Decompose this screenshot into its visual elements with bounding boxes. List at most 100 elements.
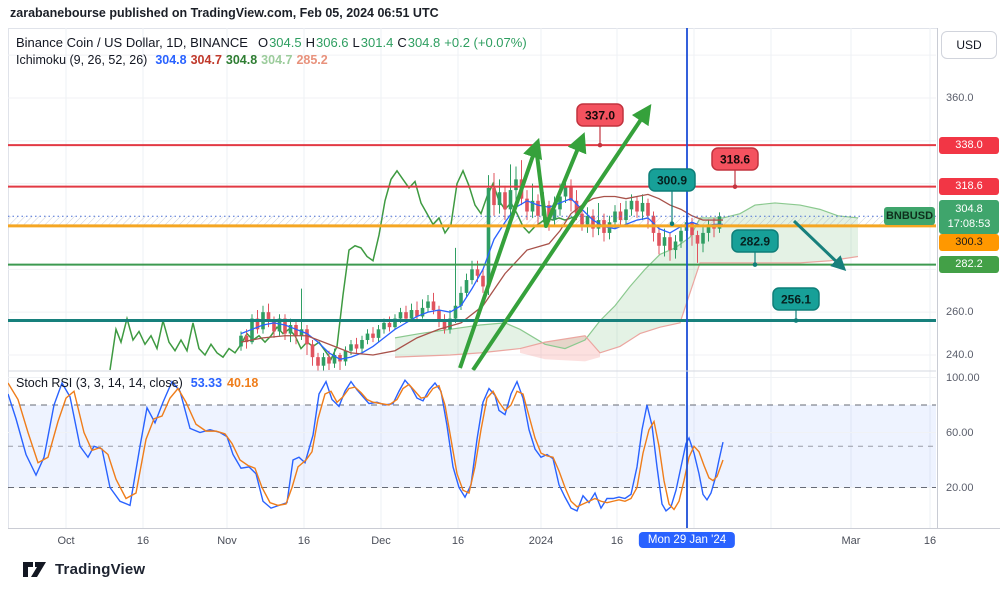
symbol-price-badge: BNBUSD: [884, 207, 935, 226]
attribution-text: zarabanebourse published on TradingView.…: [10, 6, 439, 20]
candle: [255, 318, 260, 330]
price-tick: 360.0: [946, 92, 974, 104]
stoch-k-line: [8, 379, 724, 512]
time-axis-label: 16: [297, 535, 311, 547]
candle: [629, 200, 634, 210]
kijun-line: [240, 193, 723, 356]
candle: [679, 230, 683, 242]
price-bubble: [731, 229, 779, 253]
chart-frame: [8, 28, 1000, 552]
time-axis-label: 16: [136, 535, 150, 547]
candle: [662, 237, 667, 246]
candle: [277, 318, 282, 332]
highlighted-date-badge: Mon 29 Jan '24: [638, 532, 736, 548]
trend-arrows: [458, 104, 847, 372]
time-axis-label: Nov: [217, 535, 237, 547]
candle: [563, 185, 568, 197]
price-axis-badge: 304.8 17:08:53: [939, 200, 999, 235]
candle: [442, 320, 447, 330]
candle: [294, 325, 298, 336]
price-label-bubbles: 337.0 318.6 300.9 282.9 256.1: [576, 103, 820, 323]
candle: [404, 312, 408, 319]
price-axis-badge: 282.2: [939, 256, 999, 274]
time-axis-label: 2024: [528, 535, 554, 547]
stoch-tick: 100.00: [946, 371, 980, 384]
candle: [393, 318, 397, 328]
price-bubble: [772, 287, 820, 311]
price-zone-hatch: [8, 216, 936, 226]
price-bubble: [648, 168, 696, 192]
candle: [569, 185, 573, 201]
stoch-rsi-pane: [8, 377, 936, 512]
candle: [409, 310, 414, 319]
time-axis-label: Dec: [371, 535, 391, 547]
time-axis[interactable]: Oct 16 Nov 16 Dec 16 2024 16 Mar 16 Mon 29 Jan '24: [8, 528, 1000, 553]
stoch-d-line: [8, 382, 724, 511]
candle: [695, 235, 700, 244]
candle: [371, 333, 375, 338]
candle: [486, 187, 491, 287]
candle: [574, 200, 579, 214]
candle: [244, 335, 249, 343]
candle: [536, 200, 540, 216]
horizontal-level-lines: [8, 144, 936, 323]
candle: [327, 357, 331, 364]
candle: [475, 269, 480, 276]
svg-text:318.6: 318.6: [720, 153, 750, 167]
candle: [316, 357, 320, 366]
candle: [360, 340, 364, 349]
price-axis-badge: 338.0: [939, 136, 999, 154]
candle: [481, 275, 485, 287]
tradingview-brand-text: TradingView: [55, 561, 146, 578]
candle: [283, 318, 287, 334]
candle: [646, 202, 650, 216]
candle: [332, 355, 337, 364]
footer-branding: TradingView: [22, 561, 145, 578]
candle: [338, 355, 342, 362]
candle: [530, 200, 535, 212]
candle: [624, 209, 628, 221]
time-axis-label: 16: [610, 535, 624, 547]
candle: [525, 198, 529, 212]
candle: [426, 301, 430, 308]
candle: [349, 344, 353, 351]
trend-arrow: [534, 132, 587, 228]
candle: [668, 237, 672, 251]
candle: [387, 322, 392, 328]
candle: [299, 329, 304, 336]
svg-text:300.9: 300.9: [657, 174, 687, 188]
candle: [420, 307, 425, 317]
candle: [459, 292, 463, 306]
svg-text:337.0: 337.0: [585, 109, 615, 123]
time-axis-label: Mar: [841, 535, 861, 547]
candle: [305, 329, 309, 345]
price-axis[interactable]: 360.0 260.0 240.0 100.00 60.00 20.00 338.0 318.…: [937, 28, 1007, 552]
svg-text:282.9: 282.9: [740, 235, 770, 249]
candle: [437, 310, 441, 321]
stoch-tick: 60.00: [946, 426, 974, 439]
price-tick: 240.0: [946, 349, 974, 361]
candle: [635, 200, 639, 212]
candle: [365, 333, 370, 341]
candle: [547, 205, 551, 221]
time-axis-label: Oct: [57, 535, 75, 547]
candle: [470, 269, 474, 281]
price-axis-badge: 300.3: [939, 234, 999, 252]
stoch-tick: 20.00: [946, 481, 974, 494]
main-chart-canvas[interactable]: 337.0 318.6 300.9 282.9 256.1: [8, 28, 936, 528]
candle: [690, 222, 694, 236]
trend-arrow: [471, 104, 652, 372]
candle: [354, 344, 359, 349]
candle: [673, 241, 678, 251]
candle: [453, 305, 458, 319]
candle: [239, 335, 243, 347]
svg-text:256.1: 256.1: [781, 293, 811, 307]
candle: [508, 190, 513, 210]
price-bubble: [711, 147, 759, 171]
currency-toggle-button[interactable]: USD: [941, 31, 997, 59]
candle: [640, 202, 645, 212]
tradingview-logo-icon: [23, 562, 46, 577]
trend-arrow: [792, 219, 847, 271]
candle: [701, 232, 705, 244]
